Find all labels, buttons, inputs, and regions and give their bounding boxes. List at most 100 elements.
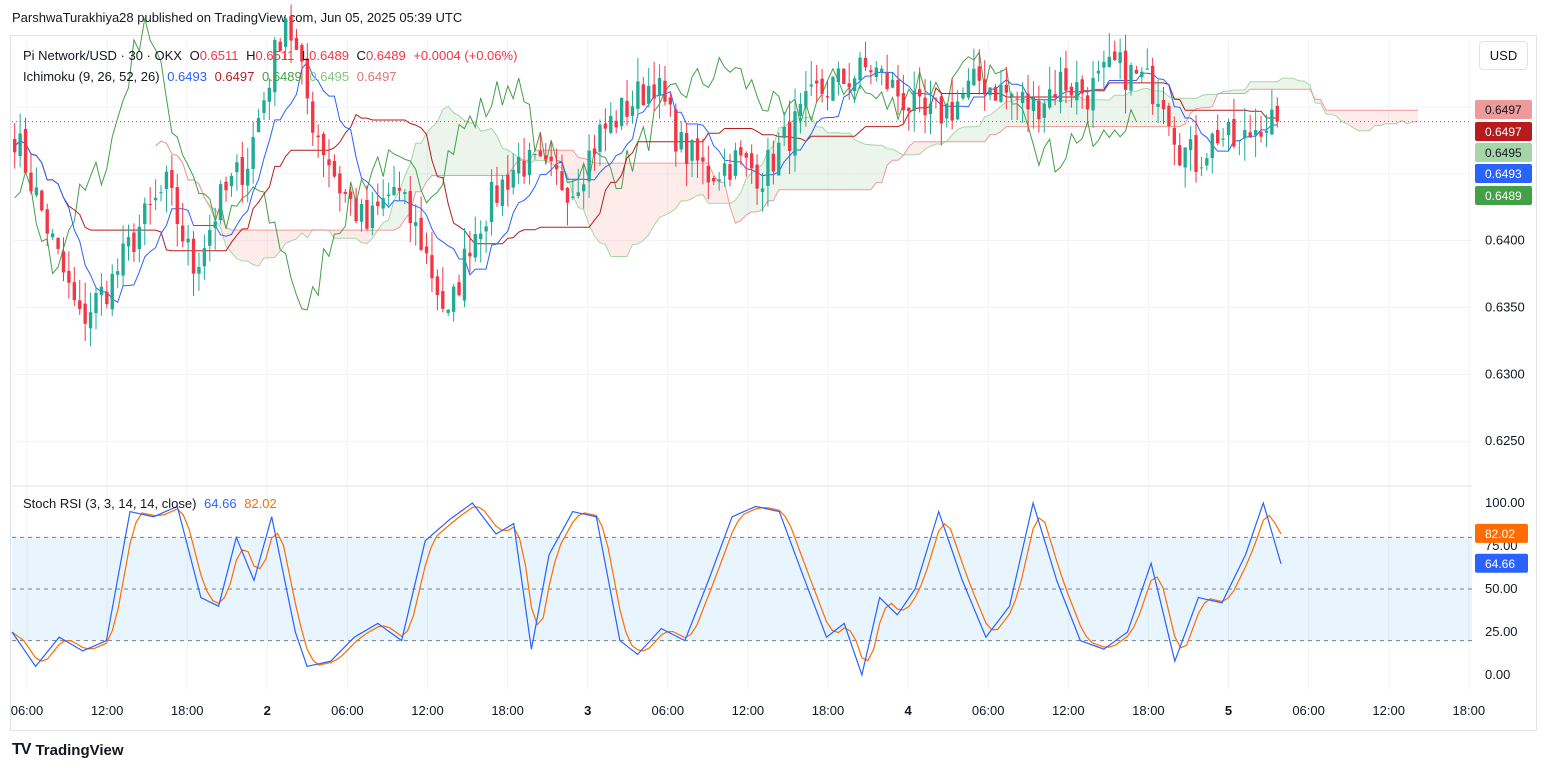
candle-body bbox=[1275, 105, 1279, 122]
candle-body bbox=[489, 181, 494, 223]
cloud-segment bbox=[1076, 93, 1083, 127]
time-axis-tick: 18:00 bbox=[491, 703, 524, 718]
time-axis-tick: 12:00 bbox=[732, 703, 765, 718]
candle-body bbox=[126, 237, 131, 247]
cloud-segment bbox=[1233, 90, 1240, 94]
price-tag-bg bbox=[1475, 164, 1532, 183]
cloud-segment bbox=[486, 128, 492, 176]
candle-body bbox=[1253, 130, 1258, 136]
cloud-segment bbox=[567, 150, 573, 195]
cloud-segment bbox=[643, 163, 649, 241]
currency-button[interactable]: USD bbox=[1479, 41, 1528, 70]
candle-body bbox=[1178, 145, 1182, 166]
candle-body bbox=[798, 104, 803, 116]
candle-body bbox=[457, 282, 461, 296]
candle-body bbox=[256, 118, 261, 133]
candle-body bbox=[45, 209, 49, 234]
candle-body bbox=[392, 186, 396, 196]
grid-lines bbox=[12, 40, 1472, 690]
cloud-segment bbox=[1347, 110, 1354, 128]
time-axis-tick: 18:00 bbox=[1132, 703, 1165, 718]
footer-brand[interactable]: TV TradingView bbox=[12, 741, 124, 759]
candle-body bbox=[598, 124, 602, 152]
high-value: 0.6511 bbox=[255, 48, 295, 63]
candle-body bbox=[972, 68, 976, 86]
cloud-segment bbox=[1380, 110, 1386, 126]
candle-body bbox=[376, 201, 380, 207]
candle-body bbox=[1113, 51, 1117, 60]
cloud-segment bbox=[664, 163, 671, 216]
cloud-segment bbox=[740, 178, 747, 221]
cloud-segment bbox=[475, 121, 481, 176]
candle-body bbox=[1010, 93, 1014, 97]
candle-body bbox=[94, 292, 98, 314]
cloud-segment bbox=[979, 116, 985, 142]
conversion-line bbox=[14, 61, 1278, 304]
stoch-d-line bbox=[11, 506, 1282, 666]
cloud-segment bbox=[1206, 94, 1213, 108]
time-axis-tick: 06:00 bbox=[11, 703, 44, 718]
cloud-segment bbox=[822, 126, 828, 190]
ichimoku-lagging-value: 0.6489 bbox=[261, 69, 302, 84]
symbol-label[interactable]: Pi Network/USD · 30 · OKX bbox=[23, 48, 182, 63]
candle-body bbox=[1264, 130, 1269, 133]
candle-body bbox=[874, 67, 878, 78]
candle-body bbox=[679, 132, 683, 150]
cloud-segment bbox=[388, 200, 395, 231]
candle-body bbox=[982, 79, 987, 95]
candle-body bbox=[240, 157, 244, 185]
candle-body bbox=[923, 97, 927, 116]
candle-body bbox=[500, 179, 505, 207]
cloud-segment bbox=[654, 163, 660, 226]
candle-body bbox=[717, 179, 721, 182]
candle-body bbox=[1270, 109, 1274, 135]
candle-body bbox=[657, 78, 662, 96]
time-axis-tick: 2 bbox=[264, 703, 271, 718]
candle-body bbox=[414, 222, 418, 226]
cloud-segment bbox=[995, 106, 1001, 135]
price-tag: 0.6495 bbox=[1475, 143, 1532, 162]
candle-body bbox=[684, 133, 689, 165]
candle-body bbox=[208, 229, 212, 246]
time-axis-tick: 18:00 bbox=[812, 703, 845, 718]
cloud-segment bbox=[301, 230, 308, 238]
candle-body bbox=[424, 246, 429, 254]
candle-body bbox=[338, 173, 342, 194]
cloud-segment bbox=[919, 141, 926, 155]
cloud-segment bbox=[285, 230, 292, 244]
time-axis-tick: 12:00 bbox=[91, 703, 124, 718]
candle-body bbox=[56, 237, 60, 249]
cloud-segment bbox=[1006, 101, 1012, 127]
candle-body bbox=[538, 150, 543, 157]
cloud-segment bbox=[854, 139, 861, 190]
stoch-d-value: 82.02 bbox=[244, 496, 277, 511]
candle-body bbox=[273, 39, 277, 93]
stoch-axis-tick: 100.00 bbox=[1485, 495, 1525, 510]
ichimoku-label[interactable]: Ichimoku (9, 26, 52, 26) bbox=[23, 69, 160, 84]
cloud-segment bbox=[1336, 110, 1343, 123]
cloud-segment bbox=[1158, 90, 1164, 127]
stoch-axis-tick: 0.00 bbox=[1485, 667, 1510, 682]
candle-body bbox=[1053, 94, 1057, 97]
open-value: 0.6511 bbox=[199, 48, 239, 63]
cloud-segment bbox=[1304, 81, 1310, 90]
stoch-legend: Stoch RSI (3, 3, 14, 14, close) 64.66 82… bbox=[23, 496, 277, 511]
candle-body bbox=[950, 101, 954, 121]
stoch-label[interactable]: Stoch RSI (3, 3, 14, 14, close) bbox=[23, 496, 197, 511]
candle-body bbox=[663, 80, 667, 102]
candle-body bbox=[961, 94, 965, 99]
cloud-segment bbox=[957, 127, 963, 142]
candle-body bbox=[712, 177, 716, 182]
ichimoku-base-value: 0.6497 bbox=[214, 69, 255, 84]
cloud-segment bbox=[269, 230, 275, 258]
cloud-segment bbox=[1130, 91, 1137, 127]
candle-body bbox=[1140, 71, 1144, 78]
candle-body bbox=[777, 142, 781, 176]
cloud-segment bbox=[1141, 88, 1148, 127]
candle-body bbox=[755, 164, 759, 189]
cloud-segment bbox=[692, 163, 698, 199]
time-axis-tick: 18:00 bbox=[1453, 703, 1486, 718]
candle-body bbox=[511, 169, 515, 188]
candle-body bbox=[386, 194, 391, 197]
